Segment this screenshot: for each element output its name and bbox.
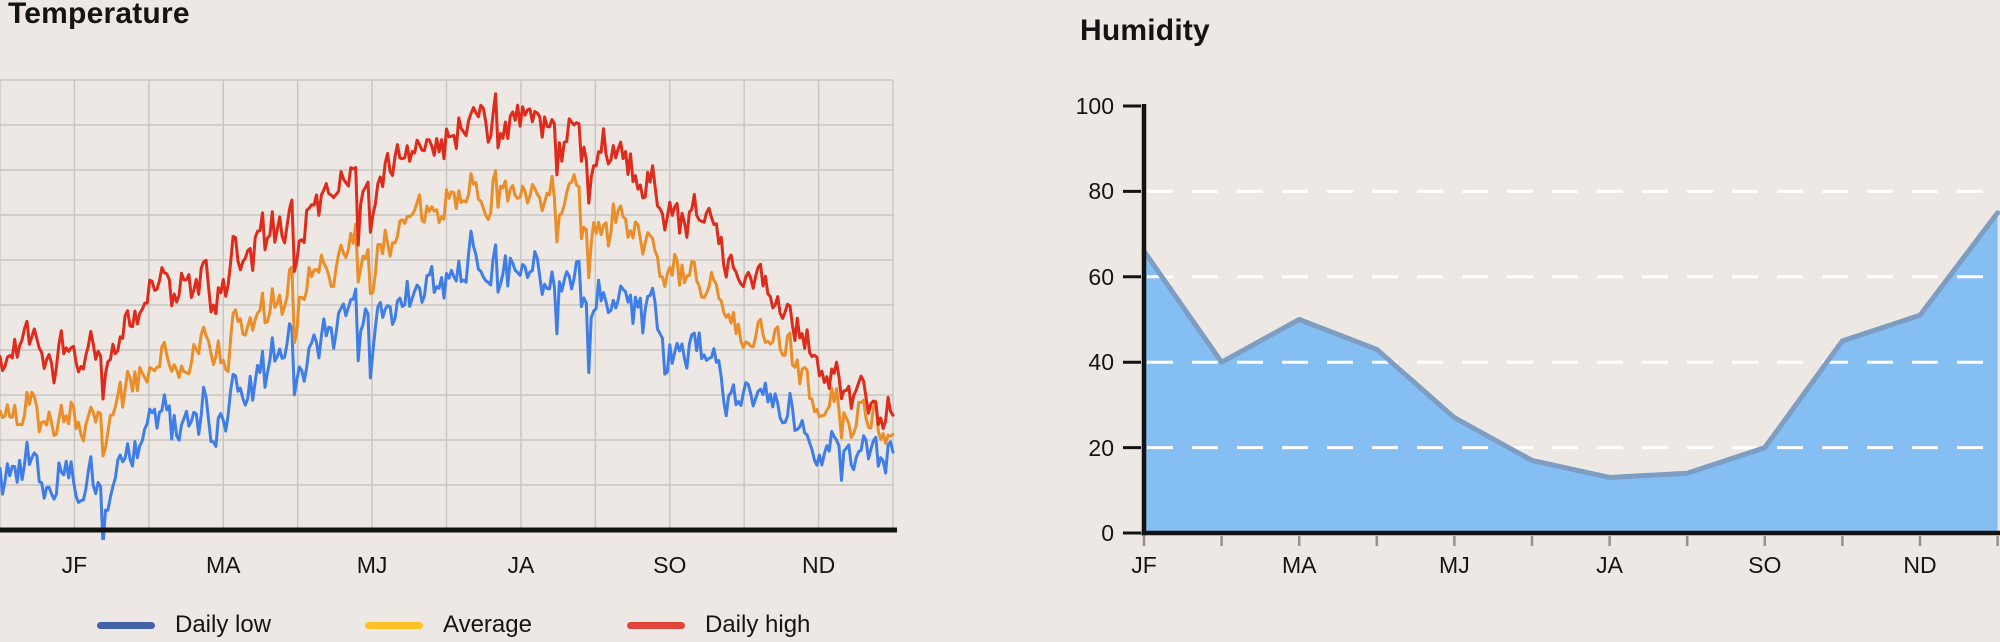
humidity-line [1141, 210, 2000, 480]
humidity-x-label-MA: MA [1281, 552, 1317, 578]
legend-swatch-daily-low [97, 621, 155, 629]
temp-x-label-SO: SO [653, 552, 687, 578]
humidity-x-label-JF: JF [1131, 552, 1157, 578]
humidity-x-label-MJ: MJ [1439, 552, 1470, 578]
temp-x-label-MJ: MJ [356, 552, 388, 578]
humidity-y-label-0: 0 [1101, 520, 1114, 546]
humidity-title: Humidity [1080, 14, 1210, 47]
temp-series-daily-high [0, 92, 895, 431]
temp-x-label-JF: JF [61, 552, 88, 578]
legend-item-average: Average [365, 610, 532, 640]
legend-item-daily-low: Daily low [97, 610, 271, 640]
humidity-y-label-20: 20 [1088, 434, 1114, 461]
humidity-y-label-40: 40 [1088, 349, 1114, 376]
humidity-plot [1123, 104, 2000, 546]
temp-x-label-ND: ND [801, 552, 836, 578]
legend-swatch-average [365, 621, 423, 629]
legend-label: Daily high [705, 611, 811, 638]
temp-series-average [0, 169, 895, 458]
humidity-area [1144, 212, 1998, 534]
temperature-plot [0, 79, 897, 540]
humidity-y-label-60: 60 [1088, 263, 1114, 290]
temp-x-label-MA: MA [206, 552, 241, 578]
temperature-title: Temperature [8, 0, 190, 30]
humidity-x-label-SO: SO [1748, 552, 1782, 578]
humidity-x-label-JA: JA [1596, 552, 1624, 578]
humidity-x-label-ND: ND [1903, 552, 1937, 578]
humidity-y-label-80: 80 [1088, 178, 1114, 205]
legend-label: Average [443, 611, 532, 638]
temp-x-label-JA: JA [507, 552, 535, 578]
legend-item-daily-high: Daily high [627, 610, 810, 640]
humidity-y-label-100: 100 [1075, 93, 1114, 119]
legend-swatch-daily-high [627, 621, 685, 629]
legend-label: Daily low [175, 611, 272, 638]
temp-series-daily-low [0, 229, 895, 540]
